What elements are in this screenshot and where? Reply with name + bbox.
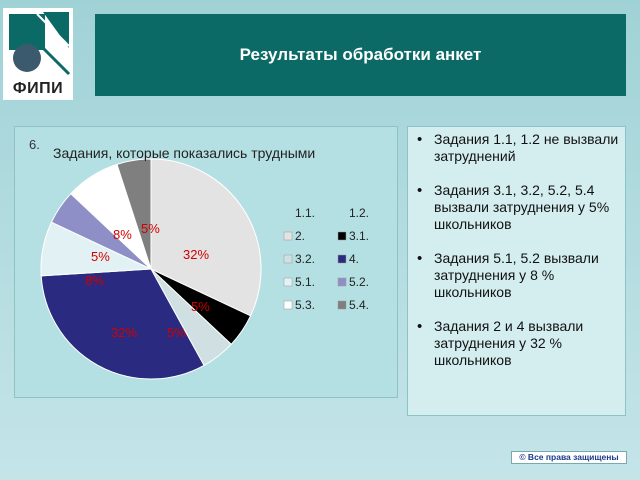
logo-emblem-icon: [3, 8, 73, 80]
data-label: 5%: [141, 221, 160, 236]
bullets-panel: Задания 1.1, 1.2 не вызвали затруднений …: [407, 126, 626, 416]
legend-entry: 3.1.: [349, 229, 369, 243]
legend-swatch: [337, 277, 347, 287]
page-title: Результаты обработки анкет: [239, 45, 482, 64]
copyright-notice: © Все права защищены: [511, 451, 627, 464]
pie-chart: 32%5%5%32%8%5%8% 5%1.1. 1.2.2. 3.1.3.2. 4.5.…: [40, 158, 369, 380]
bullet-list: Задания 1.1, 1.2 не вызвали затруднений …: [408, 127, 625, 369]
legend-entry: 3.2.: [295, 252, 315, 266]
data-label: 8%: [113, 227, 132, 242]
chart-panel: 32% 5% 5% 32% 8% 5% 8% 5% 1.1. 1.2. 2. 3.1. 3.2. 4. 5.…: [14, 126, 398, 398]
legend-entry: 5.2.: [349, 275, 369, 289]
pie-slice-5-4: [116, 158, 152, 270]
slide-header: Результаты обработки анкет: [95, 14, 626, 96]
bullet-item: Задания 1.1, 1.2 не вызвали затруднений: [417, 131, 619, 165]
data-label: 5%: [91, 249, 110, 264]
data-label: 32%: [183, 247, 209, 262]
bullet-item: Задания 5.1, 5.2 вызвали затруднения у 8…: [417, 250, 619, 301]
legend-entry: 1.2.: [349, 206, 369, 220]
pie-slice-2: [150, 158, 262, 317]
legend-entry: 4.: [349, 252, 359, 266]
logo-text: ФИПИ: [12, 80, 64, 97]
data-label: 32%: [111, 325, 137, 340]
pie-slice-4: [40, 268, 205, 380]
fipi-logo: ФИПИ: [3, 8, 73, 100]
legend-swatch: [337, 231, 347, 241]
legend-swatch: [283, 254, 293, 264]
data-label: 5%: [167, 325, 186, 340]
legend-swatch: [337, 300, 347, 310]
legend-entry: 5.4.: [349, 298, 369, 312]
legend-entry: 1.1.: [295, 206, 315, 220]
legend-swatch: [283, 277, 293, 287]
slide-number: 6.: [29, 137, 40, 152]
bullet-item: Задания 2 и 4 вызвали затруднения у 32 %…: [417, 318, 619, 369]
legend-swatch: [283, 231, 293, 241]
legend-swatch: [283, 300, 293, 310]
data-label: 5%: [191, 299, 210, 314]
legend-entry: 5.3.: [295, 298, 315, 312]
legend-entry: 2.: [295, 229, 305, 243]
bullet-item: Задания 3.1, 3.2, 5.2, 5.4 вызвали затру…: [417, 182, 619, 233]
legend-entry: 5.1.: [295, 275, 315, 289]
chart-title: Задания, которые показались трудными: [53, 145, 316, 161]
data-label: 8%: [85, 273, 104, 288]
legend-swatch: [337, 254, 347, 264]
